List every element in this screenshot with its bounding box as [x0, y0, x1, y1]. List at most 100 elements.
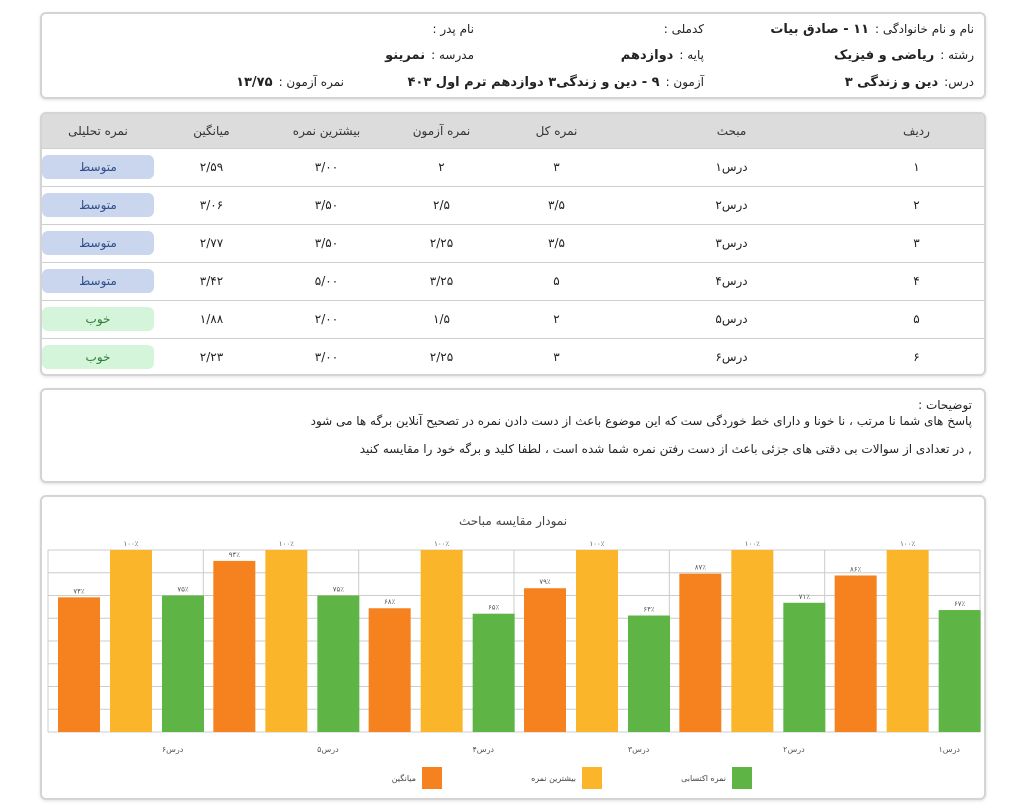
x-tick-label: درس۱ — [939, 745, 961, 754]
average-cell: ۳/۴۲ — [154, 261, 269, 300]
bar-label: ۷۵٪ — [333, 586, 345, 594]
bar-5-0 — [58, 597, 100, 732]
notes-line: پاسخ های شما نا مرتب ، نا خونا و دارای خ… — [310, 414, 972, 428]
legend-swatch — [422, 767, 442, 789]
bar-label: ۶۷٪ — [954, 600, 966, 608]
topic-cell: درس۳ — [614, 223, 849, 262]
notes-panel: توضیحات : پاسخ های شما نا مرتب ، نا خونا… — [40, 388, 986, 483]
analysis-cell: متوسط — [42, 261, 154, 300]
total-score-cell: ۵ — [499, 261, 614, 300]
analysis-badge: متوسط — [42, 193, 154, 217]
notes-title: توضیحات : — [918, 398, 972, 412]
exam-score-cell: ۱/۵ — [384, 299, 499, 338]
school-value: نمرینو — [385, 48, 426, 63]
legend-label: نمره اکتسابی — [681, 774, 726, 783]
bar-label: ۱۰۰٪ — [745, 540, 760, 548]
topics-table: ردیف مبحث نمره کل نمره آزمون بیشترین نمر… — [40, 112, 986, 376]
row-number-cell: ۵ — [849, 299, 984, 338]
exam-value: ۹ - دین و زندگی۳ دوازدهم ترم اول ۴۰۳ — [407, 75, 660, 90]
legend-label: میانگین — [392, 773, 416, 783]
bar-2-1 — [576, 550, 618, 732]
analysis-cell: متوسط — [42, 147, 154, 186]
total-score-cell: ۲ — [499, 299, 614, 338]
exam-score-value: ۱۳/۷۵ — [236, 75, 273, 90]
bar-1-0 — [679, 573, 722, 732]
x-tick-label: درس۶ — [162, 745, 184, 754]
row-number-cell: ۴ — [849, 261, 984, 300]
total-score-cell: ۳ — [499, 147, 614, 186]
total-score-cell: ۳/۵ — [499, 185, 614, 224]
bar-0-1 — [886, 550, 929, 732]
bar-label: ۷۹٪ — [539, 578, 551, 586]
bar-label: ۷۵٪ — [177, 586, 189, 594]
bar-label: ۶۵٪ — [488, 604, 500, 612]
bar-5-2 — [162, 595, 204, 732]
max-score-cell: ۳/۵۰ — [269, 223, 384, 262]
analysis-badge: متوسط — [42, 269, 154, 293]
bar-label: ۷۱٪ — [799, 593, 811, 601]
total-score-cell: ۳/۵ — [499, 223, 614, 262]
bar-0-0 — [834, 575, 877, 732]
name-label: نام و نام خانوادگی : — [875, 22, 974, 36]
bar-4-2 — [317, 595, 360, 732]
bar-3-1 — [420, 550, 463, 732]
exam-score-label: نمره آزمون : — [278, 75, 344, 89]
bar-0-2 — [938, 610, 981, 732]
comparison-chart: نمودار مقایسه مباحث ۸۶٪ ۱۰۰٪ ۶۷٪ درس۱ ۸۷٪ ۱۰۰٪… — [40, 495, 986, 800]
row-number-cell: ۶ — [849, 337, 984, 374]
topic-cell: درس۵ — [614, 299, 849, 338]
bar-label: ۱۰۰٪ — [279, 540, 294, 548]
name-field: نام و نام خانوادگی : ۱۱ - صادق بیات — [770, 22, 974, 37]
exam-field: آزمون : ۹ - دین و زندگی۳ دوازدهم ترم اول … — [407, 75, 704, 90]
legend-swatch — [732, 767, 752, 789]
col-total: نمره کل — [499, 114, 614, 148]
national-id-label: کدملی : — [663, 22, 704, 36]
max-score-cell: ۳/۰۰ — [269, 337, 384, 374]
chart-svg: نمودار مقایسه مباحث ۸۶٪ ۱۰۰٪ ۶۷٪ درس۱ ۸۷٪ ۱۰۰٪… — [47, 514, 981, 789]
grade-label: پایه : — [679, 48, 704, 62]
topic-cell: درس۲ — [614, 185, 849, 224]
bar-1-1 — [731, 550, 774, 732]
max-score-cell: ۲/۰۰ — [269, 299, 384, 338]
bar-label: ۹۴٪ — [229, 551, 241, 559]
topic-cell: درس۶ — [614, 337, 849, 374]
chart-title: نمودار مقایسه مباحث — [459, 514, 567, 529]
bar-4-0 — [213, 560, 256, 732]
x-tick-label: درس۲ — [783, 745, 805, 754]
exam-score-field: نمره آزمون : ۱۳/۷۵ — [236, 75, 344, 90]
col-exam-score: نمره آزمون — [384, 114, 499, 148]
analysis-badge: خوب — [42, 307, 154, 331]
analysis-badge: متوسط — [42, 155, 154, 179]
legend-swatch — [582, 767, 602, 789]
course-field: درس: دین و زندگی ۳ — [845, 75, 974, 90]
analysis-badge: خوب — [42, 345, 154, 370]
average-cell: ۲/۷۷ — [154, 223, 269, 262]
field-field: رشته : ریاضی و فیزیک — [834, 48, 974, 63]
average-cell: ۲/۵۹ — [154, 147, 269, 186]
bar-3-2 — [472, 613, 515, 732]
table-row: ۲ درس۲ ۳/۵ ۲/۵ ۳/۵۰ ۳/۰۶ متوسط — [42, 185, 984, 224]
course-value: دین و زندگی ۳ — [844, 75, 939, 90]
school-field: مدرسه : نمرینو — [385, 48, 474, 63]
exam-score-cell: ۲/۲۵ — [384, 223, 499, 262]
table-header-row: ردیف مبحث نمره کل نمره آزمون بیشترین نمر… — [42, 114, 984, 148]
bar-label: ۱۰۰٪ — [589, 540, 604, 548]
row-number-cell: ۳ — [849, 223, 984, 262]
bar-label: ۶۴٪ — [643, 606, 655, 614]
bar-2-0 — [524, 588, 566, 732]
exam-score-cell: ۳/۲۵ — [384, 261, 499, 300]
grade-value: دوازدهم — [620, 48, 674, 63]
student-info-panel: نام و نام خانوادگی : ۱۱ - صادق بیات کدملی… — [40, 12, 986, 99]
notes-line: , در تعدادی از سوالات بی دقتی های جزئی ب… — [359, 442, 972, 456]
analysis-badge: متوسط — [42, 231, 154, 255]
topic-cell: درس۴ — [614, 261, 849, 300]
col-topic: مبحث — [614, 114, 849, 148]
max-score-cell: ۵/۰۰ — [269, 261, 384, 300]
field-label: رشته : — [940, 48, 974, 62]
max-score-cell: ۳/۰۰ — [269, 147, 384, 186]
analysis-cell: خوب — [42, 337, 154, 374]
max-score-cell: ۳/۵۰ — [269, 185, 384, 224]
exam-label: آزمون : — [665, 75, 704, 89]
bar-1-2 — [783, 602, 826, 732]
x-tick-label: درس۴ — [473, 745, 495, 754]
